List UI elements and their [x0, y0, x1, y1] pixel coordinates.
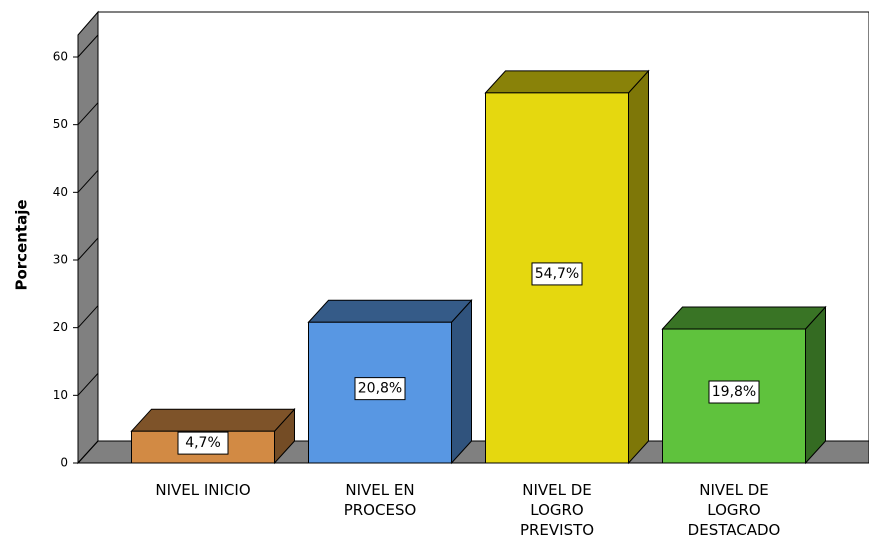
x-tick-label: NIVEL DE LOGRO PREVISTO [520, 481, 594, 539]
x-tick-label: NIVEL EN PROCESO [344, 481, 417, 519]
y-tick-label: 10 [53, 388, 68, 402]
bar-top [307, 299, 473, 323]
y-tick-label: 50 [53, 117, 68, 131]
wall-tick [77, 305, 99, 329]
bar-side [805, 305, 826, 465]
wall-tick [77, 34, 99, 58]
bar-side [628, 69, 649, 465]
bar-side [451, 298, 472, 465]
wall-tick [77, 237, 99, 261]
y-tick-label: 30 [53, 253, 68, 267]
y-tick-label: 40 [53, 185, 68, 199]
y-tick-label: 20 [53, 320, 68, 334]
value-label: 4,7% [185, 435, 221, 451]
bar-top [661, 306, 827, 330]
value-label: 19,8% [712, 384, 756, 400]
wall-tick [77, 372, 99, 396]
value-label-box [531, 262, 583, 286]
value-label-box [177, 431, 229, 455]
value-label-box [708, 380, 760, 404]
value-label: 54,7% [535, 266, 579, 282]
wall-tick [77, 169, 99, 193]
y-tick-label: 60 [53, 50, 68, 64]
left-wall [77, 10, 99, 465]
y-axis-title: Porcentaje [13, 199, 31, 290]
value-label: 20,8% [358, 381, 402, 397]
bar [662, 328, 806, 464]
y-tick-label: 0 [60, 456, 68, 470]
wall-tick [77, 102, 99, 126]
wall-tick [77, 440, 99, 464]
x-tick-label: NIVEL INICIO [155, 481, 250, 499]
bar-top [484, 70, 650, 94]
value-label-box [354, 377, 406, 401]
x-tick-label: NIVEL DE LOGRO DESTACADO [688, 481, 781, 539]
bar-top [130, 408, 296, 432]
